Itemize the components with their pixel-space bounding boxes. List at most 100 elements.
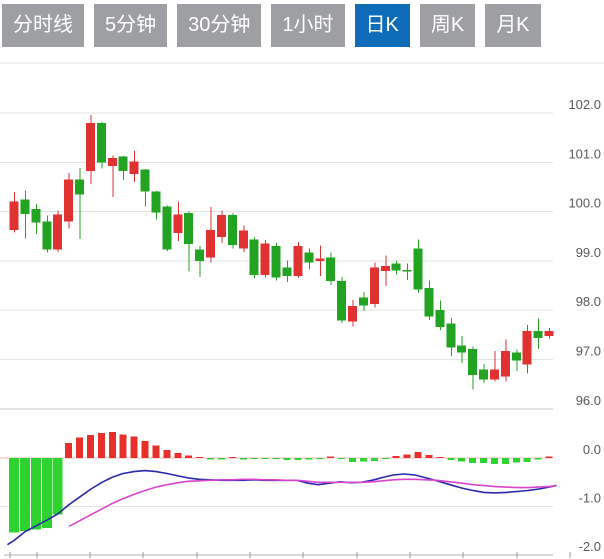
- candle: [42, 221, 52, 250]
- macd-bar: [207, 458, 215, 460]
- dea-line: [69, 478, 557, 527]
- candle: [206, 229, 216, 258]
- macd-bar: [152, 445, 160, 458]
- candle: [369, 267, 379, 304]
- candle: [446, 323, 456, 348]
- price-axis-label: 97.0: [576, 344, 601, 359]
- macd-bar: [316, 458, 324, 459]
- macd-bar: [370, 458, 378, 461]
- candle: [522, 330, 532, 365]
- candle: [304, 252, 314, 263]
- candle: [544, 330, 554, 336]
- candle: [489, 369, 499, 380]
- candle: [107, 157, 117, 167]
- macd-bar: [425, 455, 433, 458]
- tab-30min[interactable]: 30分钟: [177, 4, 262, 47]
- macd-axis-label: -2.0: [579, 539, 601, 554]
- tab-daily-k[interactable]: 日K: [354, 4, 410, 47]
- price-axis-labels: 102.0 101.0 100.0 99.0 98.0 97.0 96.0: [568, 97, 601, 408]
- macd-bar: [41, 458, 52, 528]
- macd-bar: [403, 454, 411, 458]
- candle: [435, 310, 445, 327]
- candle: [96, 122, 106, 163]
- macd-bar: [480, 458, 488, 463]
- macd-bar: [65, 442, 73, 458]
- candle: [129, 161, 139, 175]
- macd-bar: [545, 456, 553, 458]
- macd-bar: [414, 452, 422, 458]
- candle: [511, 352, 521, 361]
- macd-bar: [523, 458, 531, 462]
- macd-bar: [196, 457, 204, 459]
- candle: [380, 265, 390, 271]
- candle: [151, 191, 161, 213]
- macd-bar: [19, 458, 30, 531]
- candle: [533, 330, 543, 338]
- macd-bar: [490, 458, 498, 464]
- candle: [216, 215, 226, 238]
- candle: [468, 349, 478, 375]
- dif-line: [7, 469, 557, 546]
- macd-bar: [141, 441, 149, 458]
- candle: [118, 156, 128, 172]
- candle: [479, 369, 489, 380]
- tab-1hour[interactable]: 1小时: [271, 4, 345, 47]
- candle: [249, 239, 259, 276]
- candle: [391, 263, 401, 271]
- macd-bar: [283, 458, 291, 460]
- macd-bar: [458, 458, 466, 462]
- macd-bar: [250, 458, 258, 459]
- macd-bar: [217, 458, 225, 460]
- tab-5min[interactable]: 5分钟: [94, 4, 168, 47]
- period-tabbar: 分时线 5分钟 30分钟 1小时 日K 周K 月K: [2, 4, 541, 47]
- macd-bar: [447, 458, 455, 460]
- tab-minute-line[interactable]: 分时线: [2, 4, 84, 47]
- macd-bar: [130, 436, 138, 458]
- macd-axis-labels: 0.0 -1.0 -2.0: [579, 442, 601, 554]
- macd-bar: [359, 458, 367, 462]
- macd-bar: [97, 432, 105, 458]
- macd-bar: [76, 437, 84, 458]
- candle: [238, 230, 248, 249]
- candle: [162, 206, 172, 250]
- candle: [75, 179, 85, 195]
- candle: [9, 201, 19, 230]
- candle: [282, 267, 292, 277]
- candle: [173, 214, 183, 233]
- macd-axis-label: -1.0: [579, 491, 601, 506]
- macd-bar: [119, 434, 127, 458]
- macd-bar: [327, 456, 335, 458]
- candle: [64, 179, 74, 222]
- candle: [348, 305, 358, 322]
- price-axis-label: 99.0: [576, 245, 601, 260]
- macd-bar: [228, 457, 236, 459]
- macd-bar: [469, 458, 477, 463]
- tab-monthly-k[interactable]: 月K: [485, 4, 541, 47]
- candle: [184, 213, 194, 245]
- macd-bar: [294, 458, 302, 460]
- price-axis-label: 102.0: [568, 97, 601, 112]
- candle: [402, 269, 412, 272]
- candle: [271, 246, 281, 278]
- candlesticks: [9, 114, 554, 390]
- candle: [315, 258, 325, 261]
- candle: [195, 249, 205, 261]
- candle: [413, 248, 423, 290]
- macd-bar: [392, 456, 400, 458]
- candle: [500, 351, 510, 377]
- macd-axis-label: 0.0: [583, 442, 601, 457]
- candle: [337, 281, 347, 321]
- macd-bar: [534, 458, 542, 460]
- macd-bar: [163, 449, 171, 458]
- macd-bar: [501, 458, 509, 464]
- candle: [293, 246, 303, 277]
- price-axis-label: 101.0: [568, 146, 601, 161]
- candle: [140, 169, 150, 192]
- macd-bar: [86, 435, 94, 458]
- candle: [227, 215, 237, 246]
- macd-bar: [174, 453, 182, 458]
- tab-weekly-k[interactable]: 周K: [419, 4, 476, 47]
- macd-bar: [381, 458, 389, 459]
- candle: [326, 257, 336, 282]
